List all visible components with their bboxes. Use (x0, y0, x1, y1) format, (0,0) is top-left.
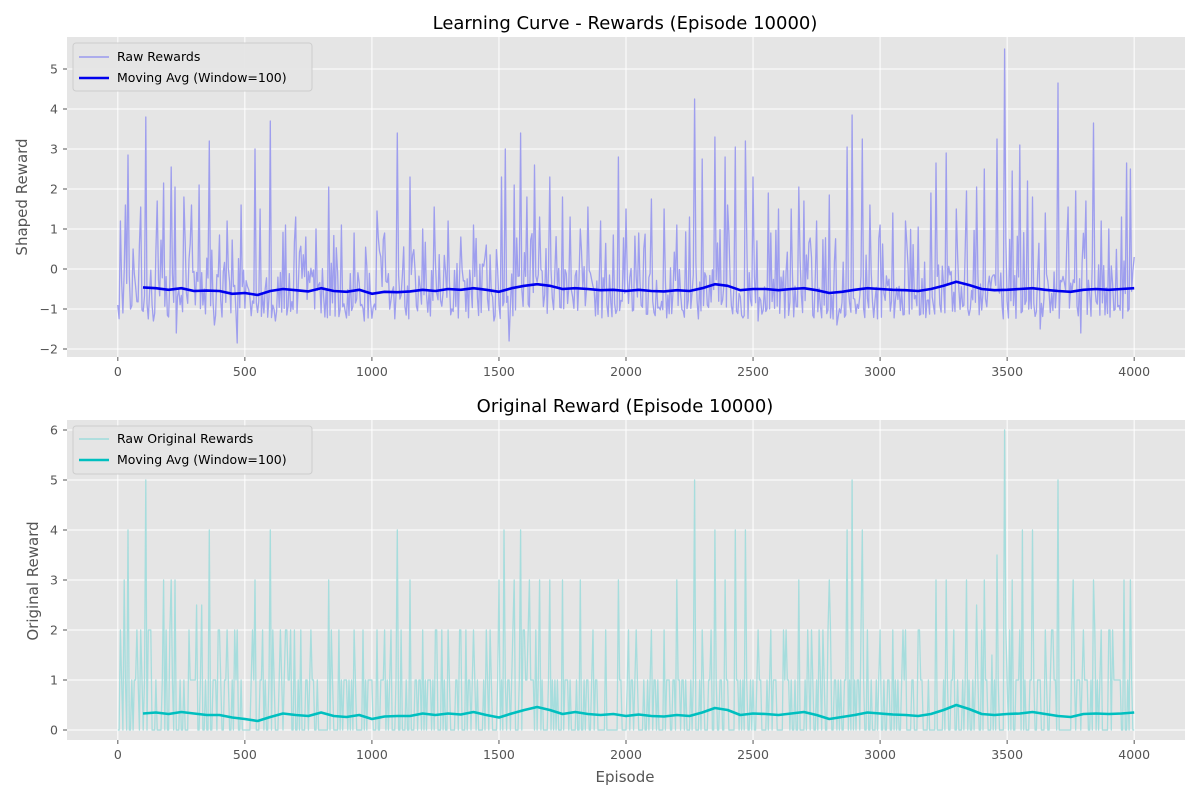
y-tick-label: 3 (50, 142, 58, 157)
raw-series (117, 429, 1135, 731)
x-tick-label: 500 (233, 364, 257, 379)
x-tick-label: 500 (233, 747, 257, 762)
y-axis-label: Original Reward (24, 521, 42, 640)
x-tick-label: 1500 (483, 364, 515, 379)
x-tick-label: 2500 (737, 747, 769, 762)
x-tick-label: 0 (114, 747, 122, 762)
raw-rewards-line (117, 429, 1135, 731)
avg-series (142, 280, 1135, 297)
legend: Raw Original Rewards Moving Avg (Window=… (72, 425, 313, 475)
legend-box (72, 42, 313, 92)
y-ticks: 0 1 2 3 4 5 6 (50, 423, 67, 738)
raw-rewards-line (117, 48, 1135, 344)
raw-series (117, 48, 1135, 344)
x-tick-label: 1000 (356, 364, 388, 379)
avg-series (142, 703, 1135, 723)
y-tick-label: 1 (50, 222, 58, 237)
moving-avg-line (142, 280, 1135, 297)
x-tick-label: 3500 (991, 747, 1023, 762)
x-tick-label: 3000 (864, 747, 896, 762)
x-tick-label: 3500 (991, 364, 1023, 379)
y-axis-label: Shaped Reward (13, 138, 31, 255)
x-ticks: 0 500 1000 1500 2000 2500 3000 3500 4000 (114, 740, 1150, 762)
legend: Raw Rewards Moving Avg (Window=100) (72, 42, 313, 92)
legend-label-avg: Moving Avg (Window=100) (117, 70, 287, 85)
y-tick-label: 0 (50, 723, 58, 738)
y-tick-label: 5 (50, 473, 58, 488)
chart-original-reward: Original Reward (Episode 10000) 0 500 1000… (24, 396, 1185, 786)
y-tick-label: 5 (50, 62, 58, 77)
y-tick-label: 0 (50, 262, 58, 277)
x-tick-label: 0 (114, 364, 122, 379)
y-tick-label: 2 (50, 182, 58, 197)
moving-avg-line (142, 703, 1135, 723)
y-tick-label: 1 (50, 673, 58, 688)
y-tick-label: 2 (50, 623, 58, 638)
grid-lines (67, 37, 1185, 357)
legend-box (72, 425, 313, 475)
legend-label-raw: Raw Original Rewards (117, 431, 253, 446)
x-tick-label: 2500 (737, 364, 769, 379)
x-axis-label: Episode (596, 768, 655, 786)
y-tick-label: 4 (50, 102, 58, 117)
chart-title: Original Reward (Episode 10000) (477, 396, 774, 417)
y-tick-label: −1 (40, 302, 58, 317)
y-tick-label: 4 (50, 523, 58, 538)
legend-label-raw: Raw Rewards (117, 49, 200, 64)
x-tick-label: 4000 (1118, 747, 1150, 762)
y-ticks: −2 −1 0 1 2 3 4 5 (40, 62, 67, 357)
x-tick-label: 4000 (1118, 364, 1150, 379)
y-tick-label: 3 (50, 573, 58, 588)
x-tick-label: 1500 (483, 747, 515, 762)
x-tick-label: 2000 (610, 364, 642, 379)
chart-title: Learning Curve - Rewards (Episode 10000) (433, 13, 818, 34)
y-tick-label: −2 (40, 342, 58, 357)
chart-shaped-reward: Learning Curve - Rewards (Episode 10000)… (13, 13, 1185, 379)
x-tick-label: 2000 (610, 747, 642, 762)
x-tick-label: 1000 (356, 747, 388, 762)
legend-label-avg: Moving Avg (Window=100) (117, 452, 287, 467)
y-tick-label: 6 (50, 423, 58, 438)
x-ticks: 0 500 1000 1500 2000 2500 3000 3500 4000 (114, 357, 1150, 379)
x-tick-label: 3000 (864, 364, 896, 379)
